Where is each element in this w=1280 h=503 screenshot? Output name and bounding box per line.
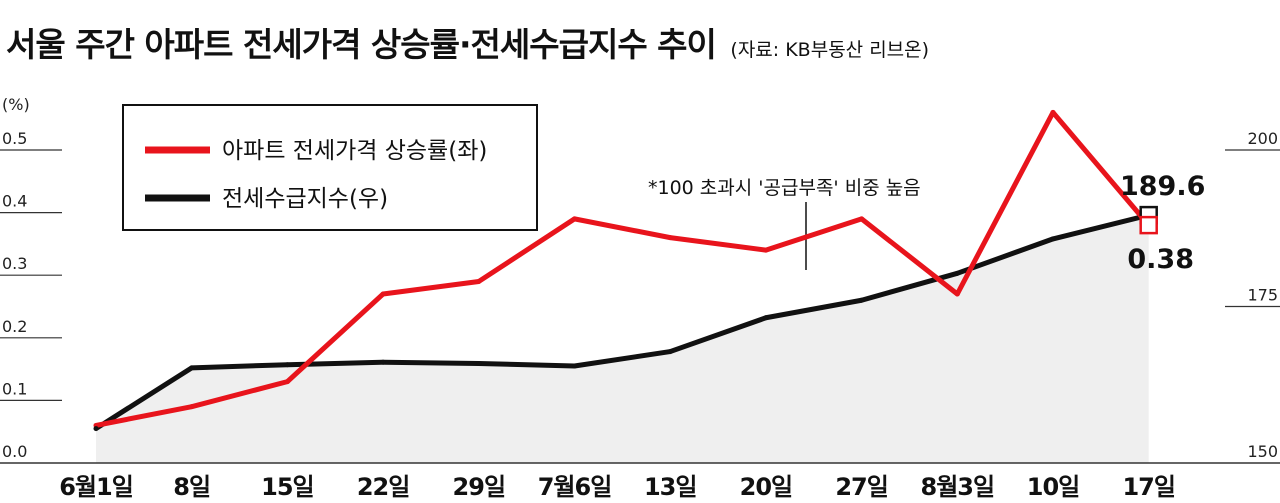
- supply-index-point: [954, 270, 960, 276]
- annotation: *100 초과시 '공급부족' 비중 높음: [648, 177, 921, 270]
- label-layer: 189.6 0.38: [1120, 171, 1205, 275]
- x-tick-label: 8월3일: [921, 473, 995, 501]
- left-tick-label: 0.1: [2, 379, 27, 398]
- x-tick-label: 8일: [173, 473, 210, 501]
- x-tick-label: 27일: [835, 473, 887, 501]
- rent-rate-end-label: 0.38: [1127, 244, 1194, 275]
- legend-label-red: 아파트 전세가격 상승률(좌): [222, 138, 487, 164]
- supply-index-point: [284, 362, 290, 368]
- axis-layer: 0.5 0.4 0.3 0.2 0.1 0.0 (%) 200 175 150 6월1일 8일 15일 2…: [0, 95, 1280, 501]
- series-layer: [93, 109, 1158, 432]
- supply-index-point: [667, 349, 673, 355]
- area-layer: [96, 215, 1149, 463]
- supply-index-point: [189, 365, 195, 371]
- left-tick-label: 0.4: [2, 192, 27, 211]
- series-area-fill: [96, 215, 1149, 463]
- left-tick-label: 0.0: [2, 442, 27, 461]
- supply-index-point: [476, 360, 482, 366]
- rent-rate-point: [572, 216, 577, 222]
- chart-title: 서울 주간 아파트 전세가격 상승률·전세수급지수 추이 (자료: KB부동산 …: [6, 18, 929, 66]
- x-tick-label: 6월1일: [59, 473, 133, 501]
- rent-rate-point: [859, 216, 865, 222]
- rent-rate-point: [476, 278, 482, 284]
- legend-label-black: 전세수급지수(우): [222, 186, 388, 212]
- supply-index-point: [93, 426, 99, 432]
- rent-rate-point: [189, 404, 195, 410]
- x-tick-label: 10일: [1027, 473, 1079, 501]
- annotation-text: *100 초과시 '공급부족' 비중 높음: [648, 177, 921, 199]
- rent-rate-point: [284, 379, 290, 385]
- left-tick-label: 0.2: [2, 317, 27, 336]
- supply-index-end-label: 189.6: [1120, 171, 1205, 202]
- title-text: 서울 주간 아파트 전세가격 상승률·전세수급지수 추이: [6, 25, 717, 64]
- right-tick-label: 150: [1247, 442, 1278, 461]
- right-tick-label: 175: [1247, 286, 1278, 305]
- left-tick-label: 0.3: [2, 254, 27, 273]
- left-axis-unit: (%): [2, 95, 30, 114]
- x-tick-label: 17일: [1122, 473, 1174, 501]
- series-line-rent-rate: [95, 109, 1151, 428]
- legend: 아파트 전세가격 상승률(좌) 전세수급지수(우): [122, 104, 538, 231]
- x-tick-label: 22일: [357, 473, 409, 501]
- x-tick-label: 20일: [740, 473, 792, 501]
- source-text: (자료: KB부동산 리브온): [730, 39, 930, 61]
- left-tick-label: 0.5: [2, 129, 27, 148]
- x-tick-label: 13일: [644, 473, 696, 501]
- rent-rate-point: [763, 247, 769, 253]
- rent-rate-point: [954, 291, 960, 297]
- supply-index-point: [1050, 236, 1056, 242]
- x-tick-label: 29일: [453, 473, 505, 501]
- rent-rate-point: [380, 291, 386, 297]
- rent-rate-point: [1050, 109, 1056, 115]
- supply-index-point: [763, 315, 769, 321]
- x-tick-label: 15일: [261, 473, 313, 501]
- rent-rate-point: [667, 235, 673, 241]
- supply-index-point: [572, 363, 577, 369]
- supply-index-point: [380, 359, 386, 365]
- legend-box: [122, 104, 538, 231]
- rent-rate-end-marker: [1139, 215, 1158, 235]
- supply-index-point: [859, 297, 865, 303]
- right-tick-label: 200: [1247, 129, 1278, 148]
- x-tick-label: 7월6일: [538, 473, 612, 501]
